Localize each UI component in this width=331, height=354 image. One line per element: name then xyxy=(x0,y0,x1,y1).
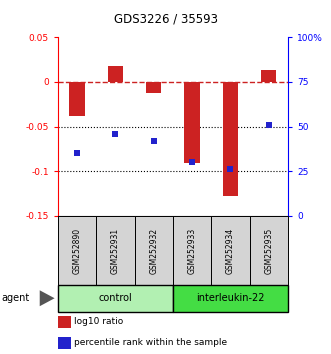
Bar xyxy=(58,285,173,312)
Bar xyxy=(70,82,85,116)
Bar xyxy=(211,216,250,285)
Text: agent: agent xyxy=(2,293,30,303)
Bar xyxy=(135,216,173,285)
Text: GSM252890: GSM252890 xyxy=(72,227,82,274)
Text: GSM252931: GSM252931 xyxy=(111,227,120,274)
Text: GDS3226 / 35593: GDS3226 / 35593 xyxy=(114,12,217,25)
Bar xyxy=(58,216,96,285)
Bar xyxy=(146,82,162,93)
Bar xyxy=(58,337,71,349)
Bar xyxy=(223,82,238,196)
Bar xyxy=(173,285,288,312)
Bar xyxy=(173,216,211,285)
Bar xyxy=(108,66,123,82)
Bar xyxy=(58,316,71,328)
Bar xyxy=(96,216,135,285)
Text: GSM252935: GSM252935 xyxy=(264,227,273,274)
Polygon shape xyxy=(40,290,55,306)
Text: percentile rank within the sample: percentile rank within the sample xyxy=(74,338,227,347)
Bar xyxy=(250,216,288,285)
Text: GSM252932: GSM252932 xyxy=(149,227,158,274)
Text: control: control xyxy=(99,293,132,303)
Text: GSM252934: GSM252934 xyxy=(226,227,235,274)
Text: log10 ratio: log10 ratio xyxy=(74,317,123,326)
Bar xyxy=(261,70,276,82)
Text: GSM252933: GSM252933 xyxy=(188,227,197,274)
Bar xyxy=(184,82,200,163)
Text: interleukin-22: interleukin-22 xyxy=(196,293,265,303)
